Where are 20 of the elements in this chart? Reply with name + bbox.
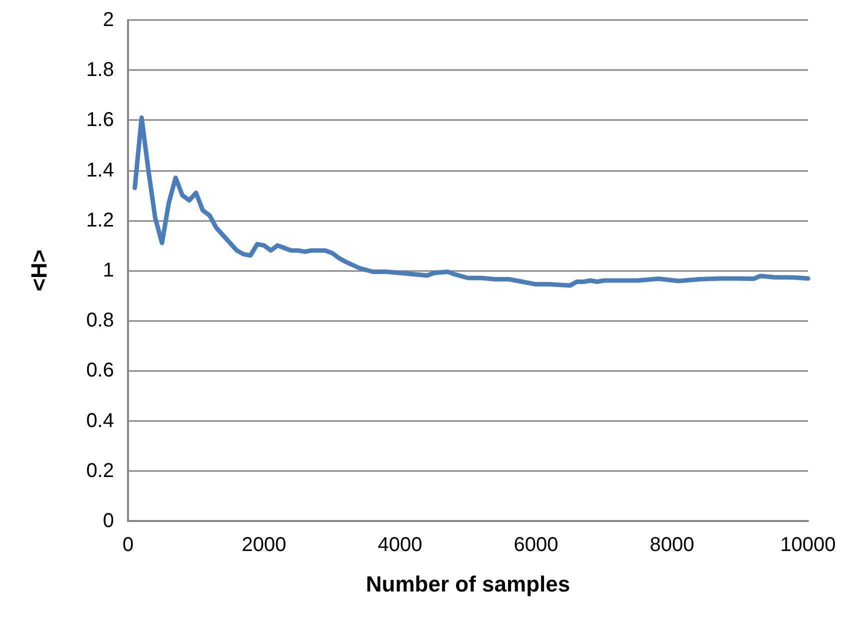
y-tick-label: 0.4 (86, 410, 114, 432)
x-tick-label: 10000 (780, 534, 836, 556)
x-axis-title: Number of samples (366, 572, 570, 596)
x-tick-label: 8000 (650, 534, 694, 556)
y-axis-title: <H> (26, 250, 52, 292)
y-tick-label: 1.2 (86, 209, 114, 232)
line-series (132, 115, 810, 288)
y-tick-label: 1.8 (86, 59, 114, 82)
x-tick-label: 4000 (378, 534, 422, 556)
x-tick-label: 6000 (514, 534, 558, 556)
y-tick-label: 0.6 (86, 360, 114, 382)
y-tick-label: 0 (102, 510, 114, 532)
y-tick-label: 1 (102, 260, 114, 282)
y-tick-label: 1.6 (86, 109, 114, 132)
x-tick-label: 0 (122, 534, 134, 556)
y-tick-label: 1.4 (86, 159, 114, 182)
y-tick-label: 0.8 (86, 310, 114, 332)
x-tick-label: 2000 (242, 534, 286, 556)
y-tick-label: 2 (102, 9, 114, 31)
y-tick-label: 0.2 (86, 460, 114, 482)
